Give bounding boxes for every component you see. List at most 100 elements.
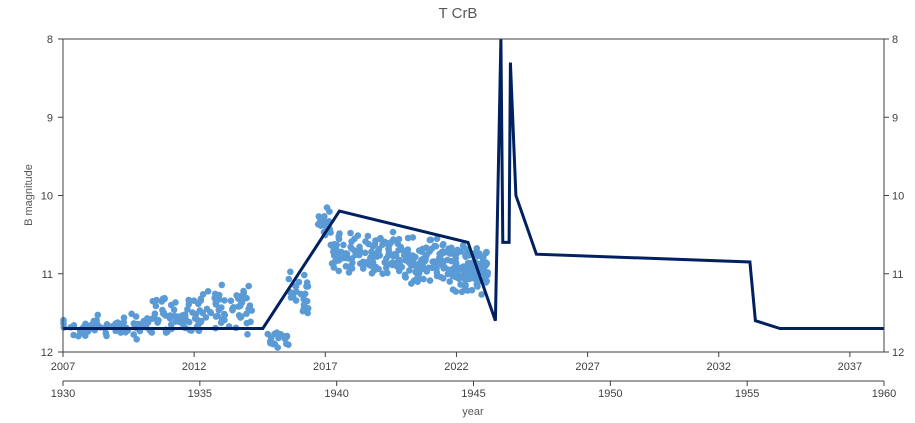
data-point	[149, 297, 157, 305]
data-point	[327, 241, 335, 249]
y-tick-label-right: 8	[892, 34, 898, 46]
data-point	[207, 309, 215, 317]
data-point	[472, 276, 480, 283]
data-point	[290, 289, 297, 297]
data-point	[336, 254, 343, 262]
data-point	[182, 315, 189, 323]
data-point	[347, 229, 354, 237]
data-point	[394, 240, 402, 247]
line-series	[63, 38, 884, 330]
data-point	[197, 318, 205, 326]
data-point	[218, 281, 226, 289]
data-point	[478, 291, 485, 298]
data-point	[130, 331, 137, 338]
data-point	[460, 243, 467, 250]
data-point	[364, 232, 372, 240]
data-point	[196, 307, 204, 314]
data-point	[439, 249, 447, 257]
data-point	[362, 238, 369, 245]
data-point	[433, 235, 441, 242]
x-top-tick-label: 2037	[838, 361, 862, 373]
x-top-tick-label: 2012	[182, 361, 206, 373]
x-axis-bottom: 1930 1935 1940 1945 1950 1955 1960	[51, 380, 896, 400]
data-point	[221, 297, 228, 304]
data-point	[227, 297, 235, 305]
data-point	[390, 251, 398, 258]
data-point	[369, 243, 377, 250]
data-point	[303, 279, 311, 286]
data-point	[418, 248, 426, 255]
data-point	[379, 241, 386, 248]
data-point	[422, 265, 429, 273]
data-point	[159, 306, 166, 314]
x-axis-top: 2007 2012 2017 2022 2027 2032 2037	[51, 352, 862, 373]
data-point	[300, 295, 307, 303]
data-point	[283, 333, 291, 341]
data-point	[480, 266, 488, 273]
data-point	[70, 331, 77, 339]
data-point	[458, 288, 466, 296]
data-point	[244, 331, 251, 338]
data-point	[362, 259, 370, 266]
data-point	[408, 280, 415, 287]
data-point	[327, 229, 334, 236]
data-point	[340, 241, 347, 249]
data-point	[379, 270, 387, 278]
data-point	[348, 238, 355, 245]
data-point	[283, 340, 290, 348]
data-point	[356, 243, 363, 251]
data-point	[361, 249, 369, 257]
data-point	[385, 247, 393, 254]
data-point	[246, 302, 254, 309]
data-point	[103, 321, 111, 328]
data-point	[237, 297, 245, 305]
data-point	[389, 228, 397, 236]
data-point	[448, 244, 455, 252]
data-point	[448, 250, 456, 257]
data-point	[197, 295, 205, 303]
y-axis-right: 8 9 10 11 12	[884, 34, 904, 359]
data-point	[420, 275, 427, 283]
data-point	[474, 252, 482, 260]
data-point	[401, 249, 409, 256]
y-tick-label-right: 12	[892, 347, 904, 359]
data-point	[335, 267, 343, 275]
data-point	[449, 286, 457, 293]
data-point	[426, 277, 434, 284]
data-point	[217, 319, 225, 327]
data-point	[474, 283, 481, 290]
data-point	[406, 267, 413, 274]
data-point	[452, 259, 460, 266]
data-point	[465, 275, 473, 283]
data-point	[335, 233, 343, 240]
data-point	[128, 310, 135, 318]
data-point	[354, 232, 362, 239]
data-point	[120, 314, 128, 322]
data-point	[235, 303, 242, 310]
y-tick-label-right: 11	[892, 269, 903, 281]
x-top-tick-label: 2032	[707, 361, 731, 373]
data-point	[411, 261, 418, 269]
data-point	[214, 312, 221, 320]
data-point	[170, 306, 178, 314]
data-point	[323, 204, 331, 211]
data-point	[330, 252, 338, 259]
data-point	[446, 278, 454, 285]
data-point	[403, 255, 411, 263]
data-point	[368, 270, 376, 277]
data-point	[359, 265, 367, 272]
data-point	[412, 253, 419, 261]
data-point	[132, 320, 140, 328]
data-point	[240, 289, 248, 297]
x-top-tick-label: 2007	[51, 361, 75, 373]
data-point	[171, 312, 179, 320]
data-point	[433, 269, 441, 276]
data-point	[466, 266, 474, 273]
data-point	[70, 322, 78, 329]
data-point	[248, 307, 255, 314]
data-point	[285, 275, 293, 283]
x-bottom-tick-label: 1945	[461, 388, 485, 400]
data-point	[348, 265, 356, 272]
y-tick-label-right: 9	[892, 112, 898, 124]
data-point	[367, 254, 374, 261]
